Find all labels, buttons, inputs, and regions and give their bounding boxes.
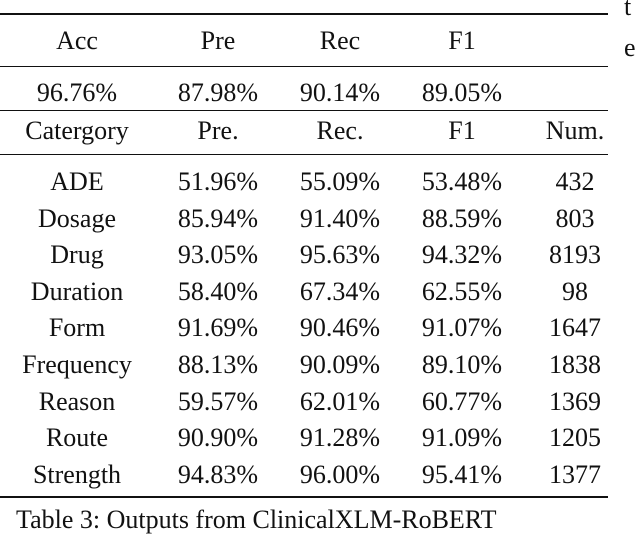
table-cell: 95.41% bbox=[421, 459, 503, 489]
table-cell: 59.57% bbox=[177, 386, 259, 416]
table-cell: 8193 bbox=[549, 240, 601, 270]
table-cell: 90.90% bbox=[177, 423, 259, 453]
table-cell: 88.59% bbox=[421, 203, 503, 233]
table-cell: 55.09% bbox=[299, 167, 381, 196]
table-cell: 60.77% bbox=[421, 386, 503, 416]
table-cell: 96.00% bbox=[299, 459, 381, 489]
table-cell: 91.69% bbox=[177, 313, 259, 343]
category-label: Form bbox=[48, 313, 106, 343]
rule bbox=[0, 154, 608, 155]
table-cell: 95.63% bbox=[299, 240, 381, 270]
table-cell: 98 bbox=[562, 276, 588, 306]
table-cell: 432 bbox=[555, 167, 595, 196]
category-label: Route bbox=[45, 423, 109, 453]
column-header: F1 bbox=[448, 26, 476, 55]
top-rule bbox=[0, 13, 608, 15]
column-header: Acc bbox=[56, 26, 98, 55]
column-header: Num. bbox=[545, 116, 605, 145]
table-cell: 1205 bbox=[549, 423, 601, 453]
category-label: Duration bbox=[30, 276, 124, 306]
category-label: Drug bbox=[50, 240, 104, 270]
table-cell: 62.01% bbox=[299, 386, 381, 416]
side-text: e bbox=[624, 33, 636, 62]
column-header: Pre bbox=[200, 26, 236, 55]
summary-value: 90.14% bbox=[299, 78, 381, 107]
table-cell: 93.05% bbox=[177, 240, 259, 270]
table-cell: 62.55% bbox=[421, 276, 503, 306]
summary-value: 96.76% bbox=[36, 78, 118, 107]
table-cell: 90.09% bbox=[299, 350, 381, 379]
rule bbox=[0, 110, 608, 111]
table-cell: 90.46% bbox=[299, 313, 381, 343]
table-cell: 1369 bbox=[549, 386, 601, 416]
category-label: Reason bbox=[38, 386, 116, 416]
rule bbox=[0, 66, 608, 67]
table-cell: 51.96% bbox=[177, 167, 259, 196]
table-cell: 67.34% bbox=[299, 276, 381, 306]
table-cell: 94.83% bbox=[177, 459, 259, 489]
category-label: Strength bbox=[32, 459, 122, 489]
summary-value: 87.98% bbox=[177, 78, 259, 107]
summary-value: 89.05% bbox=[421, 78, 503, 107]
column-header: Rec. bbox=[316, 116, 364, 145]
side-text: t bbox=[624, 0, 632, 21]
column-header: F1 bbox=[448, 116, 476, 145]
table-cell: 88.13% bbox=[177, 350, 259, 379]
category-label: Dosage bbox=[38, 203, 116, 233]
table-cell: 803 bbox=[555, 203, 595, 233]
table-cell: 1838 bbox=[549, 350, 601, 379]
category-label: ADE bbox=[50, 167, 104, 196]
column-header: Catergory bbox=[25, 116, 129, 145]
table-cell: 89.10% bbox=[421, 350, 503, 379]
table-cell: 91.40% bbox=[299, 203, 381, 233]
table-cell: 58.40% bbox=[177, 276, 259, 306]
table-cell: 91.09% bbox=[421, 423, 503, 453]
table-cell: 91.28% bbox=[299, 423, 381, 453]
table-cell: 1377 bbox=[549, 459, 601, 489]
column-header: Rec bbox=[319, 26, 361, 55]
table-cell: 53.48% bbox=[421, 167, 503, 196]
table-cell: 1647 bbox=[549, 313, 601, 343]
table-cell: 91.07% bbox=[421, 313, 503, 343]
bottom-rule bbox=[0, 496, 608, 498]
table-caption: Table 3: Outputs from ClinicalXLM-RoBERT bbox=[16, 505, 497, 534]
table-cell: 85.94% bbox=[177, 203, 259, 233]
table-cell: 94.32% bbox=[421, 240, 503, 270]
category-label: Frequency bbox=[22, 350, 132, 379]
column-header: Pre. bbox=[197, 116, 239, 145]
